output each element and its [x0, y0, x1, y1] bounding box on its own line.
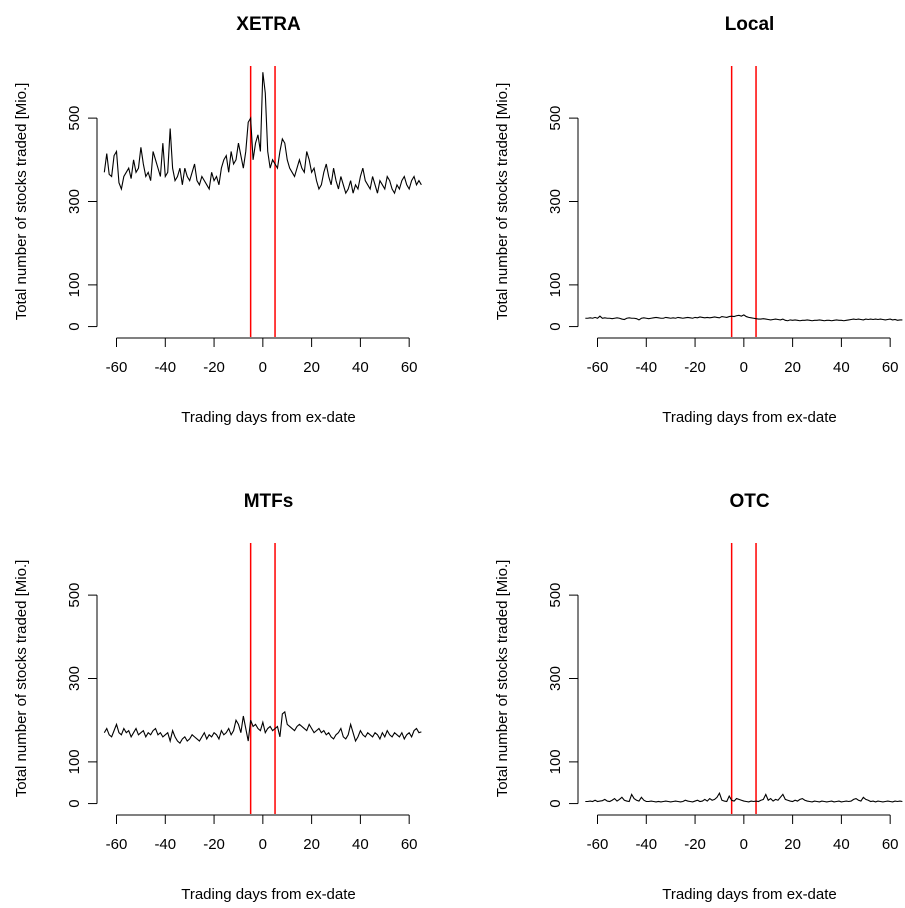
x-axis-label: Trading days from ex-date	[181, 409, 356, 426]
panel-title: XETRA	[236, 14, 301, 35]
x-tick-label: -40	[635, 836, 657, 853]
x-tick-label: -20	[203, 836, 225, 853]
y-axis-label: Total number of stocks traded [Mio.]	[13, 560, 30, 798]
x-tick-label: -20	[203, 359, 225, 376]
y-tick-label: 100	[547, 749, 564, 774]
data-line	[103, 72, 422, 195]
y-tick-label: 500	[547, 106, 564, 131]
x-tick-label: -20	[684, 359, 706, 376]
y-tick-label: 500	[66, 583, 83, 608]
y-tick-label: 300	[547, 189, 564, 214]
y-tick-label: 0	[66, 799, 83, 807]
x-tick-label: -40	[154, 836, 176, 853]
panel-title: Local	[725, 14, 775, 35]
y-tick-label: 300	[66, 666, 83, 691]
panel: Local Trading days from ex-date Total numb…	[494, 14, 903, 426]
y-tick-label: 100	[66, 272, 83, 297]
y-tick-label: 0	[547, 322, 564, 330]
y-tick-label: 100	[66, 749, 83, 774]
y-tick-label: 300	[66, 189, 83, 214]
x-axis-label: Trading days from ex-date	[662, 409, 837, 426]
x-tick-label: 40	[352, 836, 369, 853]
x-tick-label: 20	[303, 836, 320, 853]
x-axis-label: Trading days from ex-date	[181, 886, 356, 903]
x-tick-label: 20	[784, 359, 801, 376]
x-tick-label: 20	[784, 836, 801, 853]
x-tick-label: 0	[259, 836, 267, 853]
panel: MTFs Trading days from ex-date Total numbe…	[13, 491, 422, 903]
x-tick-label: 0	[740, 359, 748, 376]
x-tick-label: -60	[106, 359, 128, 376]
x-tick-label: 60	[401, 836, 418, 853]
x-tick-label: 20	[303, 359, 320, 376]
data-line	[585, 791, 903, 803]
x-tick-label: 40	[833, 836, 850, 853]
x-tick-label: 40	[833, 359, 850, 376]
x-tick-label: 60	[882, 359, 899, 376]
x-tick-label: 0	[740, 836, 748, 853]
x-tick-label: -60	[587, 836, 609, 853]
x-tick-label: -20	[684, 836, 706, 853]
panel: OTC Trading days from ex-date Total number…	[494, 491, 903, 903]
x-tick-label: 40	[352, 359, 369, 376]
x-axis-label: Trading days from ex-date	[662, 886, 837, 903]
y-tick-label: 500	[66, 106, 83, 131]
panel-title: OTC	[729, 491, 769, 512]
x-tick-label: 60	[401, 359, 418, 376]
x-tick-label: -60	[106, 836, 128, 853]
y-tick-label: 0	[66, 322, 83, 330]
x-tick-label: 60	[882, 836, 899, 853]
x-tick-label: -40	[154, 359, 176, 376]
y-tick-label: 500	[547, 583, 564, 608]
x-tick-label: 0	[259, 359, 267, 376]
panel-title: MTFs	[244, 491, 294, 512]
y-axis-label: Total number of stocks traded [Mio.]	[494, 83, 511, 321]
panel: XETRA Trading days from ex-date Total numb…	[13, 14, 422, 426]
data-line	[103, 710, 422, 744]
y-axis-label: Total number of stocks traded [Mio.]	[13, 83, 30, 321]
y-tick-label: 0	[547, 799, 564, 807]
x-tick-label: -60	[587, 359, 609, 376]
x-tick-label: -40	[635, 359, 657, 376]
y-axis-label: Total number of stocks traded [Mio.]	[494, 560, 511, 798]
y-tick-label: 300	[547, 666, 564, 691]
y-tick-label: 100	[547, 272, 564, 297]
data-line	[585, 314, 903, 322]
